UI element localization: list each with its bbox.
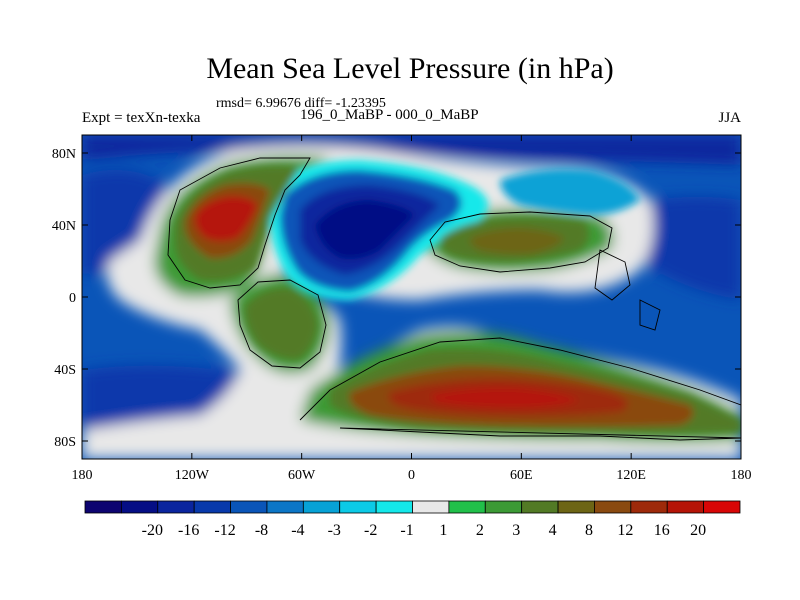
y-tick-label: 40N (52, 219, 76, 234)
asia-fragments-outline (594, 249, 661, 331)
continent-outlines (167, 157, 741, 441)
colorbar-swatch (557, 500, 595, 514)
northeast-cyan-patch (500, 168, 640, 215)
tethys-deep-low (315, 200, 415, 259)
laurasia-west-red (194, 195, 258, 242)
colorbar-label: -3 (328, 522, 341, 539)
colorbar-label: -2 (364, 522, 377, 539)
pressure-field (82, 135, 741, 459)
colorbar-swatch (412, 500, 450, 514)
gondwana-outline (299, 337, 741, 441)
season-label: JJA (718, 110, 741, 126)
laurasia-west-outline (167, 157, 311, 289)
laurasia-east-brown (469, 228, 565, 255)
y-tick-label: 80N (52, 147, 76, 162)
experiment-label: Expt = texXn-texka (82, 110, 201, 126)
colorbar: -20 -16 -12 -8 -4 -3 -2 -1 1 2 3 4 8 12 16 20 (84, 500, 741, 539)
colorbar-swatch (703, 500, 741, 514)
x-tick-label: 60E (510, 468, 533, 483)
colorbar-label: -8 (255, 522, 268, 539)
colorbar-swatch (339, 500, 377, 514)
x-tick-label: 180 (72, 468, 93, 483)
x-tick-label: 60W (288, 468, 316, 483)
colorbar-swatch (448, 500, 486, 514)
colorbar-label: -16 (178, 522, 199, 539)
arctic-low (82, 135, 741, 165)
colorbar-swatch (120, 500, 159, 514)
colorbar-label: 2 (476, 522, 484, 539)
y-tick-label: 80S (54, 435, 76, 450)
colorbar-label: -20 (142, 522, 163, 539)
period-label: 196_0_MaBP - 000_0_MaBP (300, 107, 479, 123)
south-america-outline (237, 279, 327, 369)
colorbar-label: 12 (617, 522, 633, 539)
colorbar-label: -4 (291, 522, 304, 539)
colorbar-swatch (521, 500, 559, 514)
x-tick-label: 180 (731, 468, 752, 483)
colorbar-swatch (193, 500, 231, 514)
colorbar-label: -12 (214, 522, 235, 539)
colorbar-label: 16 (654, 522, 670, 539)
x-tick-label: 120E (616, 468, 646, 483)
colorbar-swatch (266, 500, 304, 514)
colorbar-swatch (230, 500, 268, 514)
colorbar-label: 1 (439, 522, 447, 539)
colorbar-swatch (666, 500, 705, 514)
x-tick-label: 120W (175, 468, 210, 483)
colorbar-swatch (375, 500, 413, 514)
x-tick-label: 0 (408, 468, 415, 483)
colorbar-swatch (84, 500, 122, 514)
panthalassa-west-low (82, 170, 170, 275)
colorbar-swatch (630, 500, 668, 514)
colorbar-label: 8 (585, 522, 593, 539)
colorbar-swatch (594, 500, 632, 514)
y-tick-label: 0 (69, 291, 76, 306)
southern-ocean-low (82, 365, 240, 430)
rmsd-diff-stats: rmsd= 6.99676 diff= -1.23395 (216, 96, 386, 111)
chart-title: Mean Sea Level Pressure (in hPa) (206, 52, 614, 85)
colorbar-label: 4 (549, 522, 557, 539)
colorbar-swatch (484, 500, 523, 514)
laurasia-east-outline (429, 211, 613, 273)
y-tick-label: 40S (54, 363, 76, 378)
colorbar-label: 3 (512, 522, 520, 539)
axes: 180 120W 60W 0 60E 120E 180 80N 40N 0 40S 80S (52, 135, 752, 483)
colorbar-label: -1 (400, 522, 413, 539)
colorbar-swatch (157, 500, 195, 514)
colorbar-label: 20 (690, 522, 706, 539)
south-america-olive (244, 287, 318, 360)
colorbar-swatch (302, 500, 341, 514)
gondwana-core-red (430, 387, 580, 408)
